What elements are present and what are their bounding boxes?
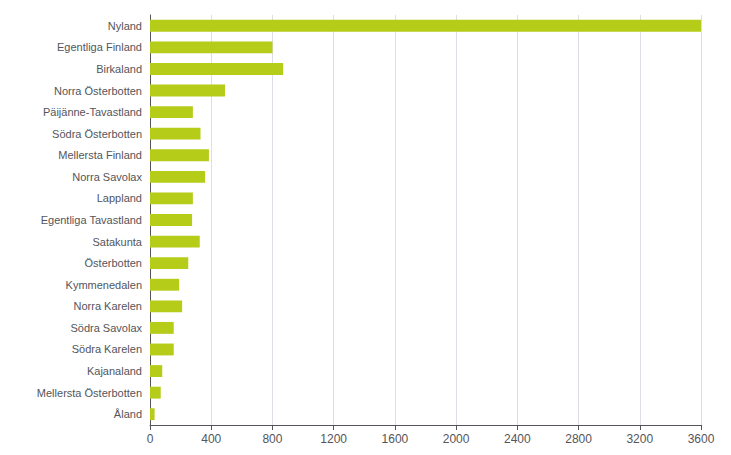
svg-text:Mellersta Österbotten: Mellersta Österbotten xyxy=(37,387,142,399)
svg-text:Norra Österbotten: Norra Österbotten xyxy=(54,85,142,97)
svg-text:1200: 1200 xyxy=(320,432,347,446)
svg-text:Österbotten: Österbotten xyxy=(85,257,142,269)
svg-text:Egentliga Finland: Egentliga Finland xyxy=(57,41,142,53)
svg-text:Södra Österbotten: Södra Österbotten xyxy=(52,128,142,140)
svg-text:Satakunta: Satakunta xyxy=(92,236,142,248)
svg-text:800: 800 xyxy=(262,432,282,446)
svg-text:Södra Karelen: Södra Karelen xyxy=(72,343,142,355)
svg-text:Egentliga Tavastland: Egentliga Tavastland xyxy=(41,214,142,226)
svg-text:2800: 2800 xyxy=(565,432,592,446)
svg-text:Birkaland: Birkaland xyxy=(96,63,142,75)
svg-text:2400: 2400 xyxy=(504,432,531,446)
svg-text:Lappland: Lappland xyxy=(97,192,142,204)
svg-text:2000: 2000 xyxy=(443,432,470,446)
svg-text:Åland: Åland xyxy=(114,408,142,420)
svg-text:0: 0 xyxy=(147,432,154,446)
svg-text:3600: 3600 xyxy=(688,432,715,446)
svg-text:Norra Savolax: Norra Savolax xyxy=(72,171,142,183)
svg-text:400: 400 xyxy=(201,432,221,446)
svg-text:Norra Karelen: Norra Karelen xyxy=(74,300,142,312)
svg-text:3200: 3200 xyxy=(626,432,653,446)
svg-text:Södra Savolax: Södra Savolax xyxy=(70,322,142,334)
svg-text:Mellersta Finland: Mellersta Finland xyxy=(58,149,142,161)
svg-text:Kymmenedalen: Kymmenedalen xyxy=(66,279,142,291)
svg-text:Nyland: Nyland xyxy=(108,20,142,32)
svg-text:1600: 1600 xyxy=(382,432,409,446)
svg-text:Kajanaland: Kajanaland xyxy=(87,365,142,377)
svg-text:Päijänne-Tavastland: Päijänne-Tavastland xyxy=(43,106,142,118)
